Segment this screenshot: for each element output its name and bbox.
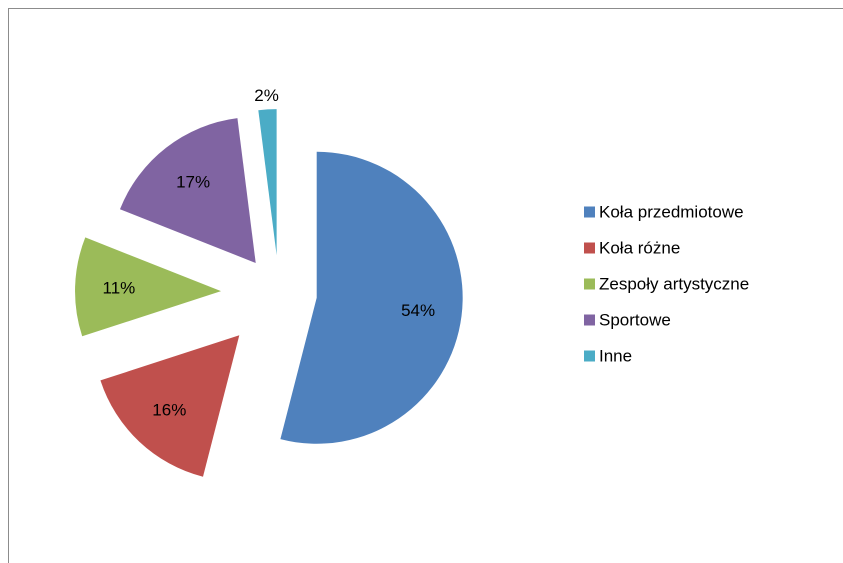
legend-item-inne: Inne: [584, 347, 632, 366]
pie-slice-inne: [258, 109, 277, 256]
pie-slices: [75, 109, 463, 477]
legend-label: Sportowe: [599, 311, 671, 330]
legend-label: Koła różne: [599, 239, 680, 258]
data-label-inne: 2%: [254, 86, 279, 105]
data-label-zespoly-artystyczne: 11%: [103, 279, 136, 298]
pie-slice-sportowe: [119, 118, 256, 263]
pie-slice-kola-przedmiotowe: [280, 151, 463, 444]
legend-swatch: [584, 314, 595, 326]
legend-label: Inne: [599, 347, 632, 366]
slice-labels: 54% 16% 11% 17% 2%: [103, 86, 436, 419]
legend-swatch: [584, 206, 595, 218]
legend-item-kola-przedmiotowe: Koła przedmiotowe: [584, 203, 744, 222]
data-label-kola-rozne: 16%: [152, 400, 186, 419]
data-label-kola-przedmiotowe: 54%: [401, 301, 435, 320]
legend: Koła przedmiotowe Koła różne Zespoły artys…: [584, 203, 749, 366]
pie-slice-kola-rozne: [100, 335, 240, 477]
chart-area: [8, 8, 843, 563]
data-label-sportowe: 17%: [176, 173, 210, 192]
legend-item-zespoly-artystyczne: Zespoły artystyczne: [584, 275, 749, 294]
legend-item-sportowe: Sportowe: [584, 311, 671, 330]
pie-slice-zespoly-artystyczne: [75, 237, 222, 337]
legend-label: Zespoły artystyczne: [599, 275, 749, 294]
legend-swatch: [584, 278, 595, 290]
legend-item-kola-rozne: Koła różne: [584, 239, 680, 258]
legend-swatch: [584, 350, 595, 362]
legend-swatch: [584, 242, 595, 254]
legend-label: Koła przedmiotowe: [599, 203, 744, 222]
